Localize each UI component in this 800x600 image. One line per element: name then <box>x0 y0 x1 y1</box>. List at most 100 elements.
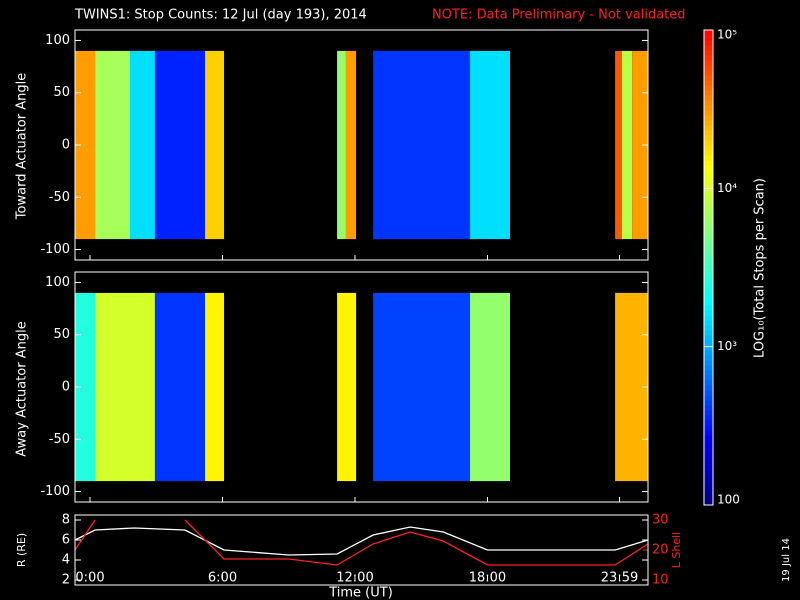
colorbar-step <box>704 305 713 311</box>
y-tick-label: 100 <box>45 275 70 290</box>
colorbar-step <box>704 140 713 146</box>
colorbar-step <box>704 135 713 141</box>
colorbar-step <box>704 485 713 491</box>
colorbar-step <box>704 475 713 481</box>
colorbar-step <box>704 210 713 216</box>
colorbar-step <box>704 105 713 111</box>
colorbar-step <box>704 75 713 81</box>
colorbar-step <box>704 490 713 496</box>
colorbar-step <box>704 445 713 451</box>
heat-cell <box>205 292 225 482</box>
colorbar-step <box>704 245 713 251</box>
heat-cell <box>337 292 357 482</box>
colorbar-step <box>704 170 713 176</box>
x-tick-label: 23:59 <box>601 571 638 586</box>
heat-cell <box>75 50 96 240</box>
colorbar-step <box>704 165 713 171</box>
colorbar-step <box>704 175 713 181</box>
y2-axis-label: L Shell <box>670 532 683 568</box>
heat-cell <box>75 292 96 482</box>
y-tick-label: 0 <box>62 380 70 395</box>
colorbar-step <box>704 470 713 476</box>
colorbar-step <box>704 420 713 426</box>
y-tick-label: 4 <box>62 553 70 568</box>
colorbar-step <box>704 325 713 331</box>
colorbar-step <box>704 205 713 211</box>
colorbar-step <box>704 375 713 381</box>
colorbar-step <box>704 65 713 71</box>
colorbar-step <box>704 90 713 96</box>
colorbar-step <box>704 220 713 226</box>
colorbar-step <box>704 435 713 441</box>
data-line <box>74 526 649 556</box>
colorbar-step <box>704 280 713 286</box>
colorbar-step <box>704 315 713 321</box>
date-stamp: 19 Jul 14 <box>781 538 792 582</box>
colorbar-step <box>704 195 713 201</box>
colorbar-step <box>704 350 713 356</box>
colorbar-step <box>704 125 713 131</box>
y-tick-label: -100 <box>40 484 70 499</box>
colorbar-step <box>704 500 713 506</box>
colorbar-step <box>704 40 713 46</box>
colorbar-step <box>704 345 713 351</box>
colorbar-step <box>704 275 713 281</box>
colorbar-step <box>704 400 713 406</box>
x-tick-label: 6:00 <box>208 571 237 586</box>
colorbar-step <box>704 355 713 361</box>
colorbar-step <box>704 30 713 36</box>
colorbar-step <box>704 35 713 41</box>
colorbar-step <box>704 440 713 446</box>
colorbar-step <box>704 380 713 386</box>
y-tick-label: 0 <box>62 138 70 153</box>
colorbar-step <box>704 460 713 466</box>
colorbar-step <box>704 410 713 416</box>
heat-cell <box>632 50 648 240</box>
colorbar-tick-label: 100 <box>717 493 740 507</box>
colorbar-step <box>704 495 713 501</box>
y-tick-label: -50 <box>49 432 70 447</box>
colorbar-step <box>704 230 713 236</box>
colorbar-step <box>704 285 713 291</box>
y-tick-label: 100 <box>45 33 70 48</box>
y-axis-label: Toward Actuator Angle <box>15 73 30 220</box>
heat-cell <box>337 50 346 240</box>
heat-cell <box>373 292 471 482</box>
x-tick-label: 18:00 <box>469 571 506 586</box>
colorbar-step <box>704 150 713 156</box>
colorbar-step <box>704 255 713 261</box>
colorbar-step <box>704 300 713 306</box>
heat-cell <box>129 50 155 240</box>
heat-cell <box>615 50 622 240</box>
heat-cell <box>345 50 357 240</box>
y2-tick-label: 10 <box>652 573 669 588</box>
colorbar-step <box>704 160 713 166</box>
colorbar-step <box>704 450 713 456</box>
colorbar-step <box>704 340 713 346</box>
colorbar-step <box>704 395 713 401</box>
heat-cell <box>95 292 155 482</box>
y-tick-label: 8 <box>62 513 70 528</box>
data-line <box>74 519 649 566</box>
colorbar-step <box>704 270 713 276</box>
y-tick-label: 2 <box>62 573 70 588</box>
colorbar-step <box>704 155 713 161</box>
colorbar-step <box>704 405 713 411</box>
colorbar-step <box>704 465 713 471</box>
colorbar-step <box>704 330 713 336</box>
colorbar-step <box>704 240 713 246</box>
heat-cell <box>373 50 471 240</box>
colorbar-step <box>704 55 713 61</box>
colorbar-step <box>704 235 713 241</box>
colorbar-step <box>704 185 713 191</box>
y2-tick-label: 20 <box>652 543 669 558</box>
colorbar-tick-label: 10⁴ <box>717 181 737 195</box>
y-tick-label: 50 <box>53 327 70 342</box>
colorbar-step <box>704 265 713 271</box>
colorbar-step <box>704 200 713 206</box>
heat-cell <box>154 292 206 482</box>
chart-title: TWINS1: Stop Counts: 12 Jul (day 193), 2… <box>74 8 367 23</box>
colorbar-step <box>704 130 713 136</box>
colorbar-step <box>704 335 713 341</box>
colorbar-tick-label: 10⁵ <box>717 28 737 42</box>
